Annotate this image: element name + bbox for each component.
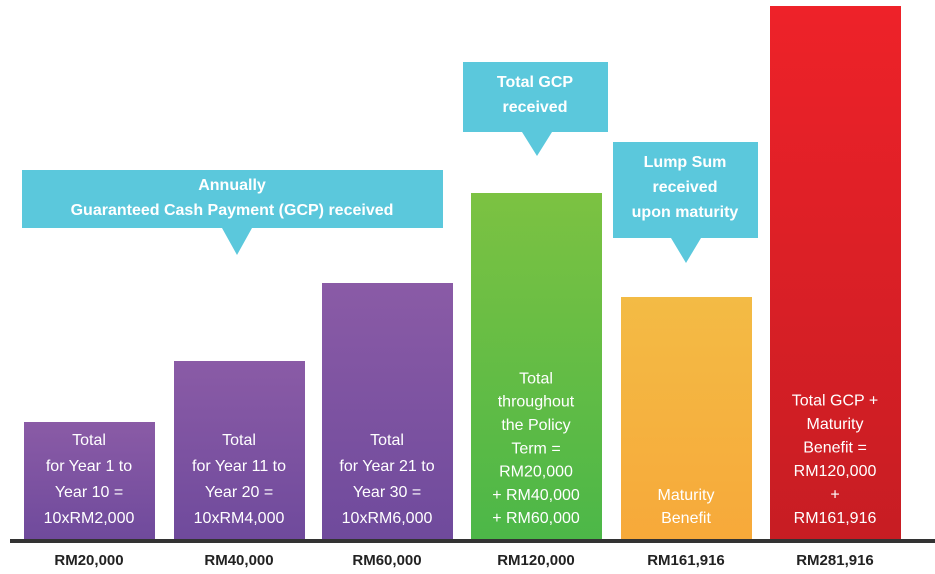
amount-label: RM120,000 — [497, 552, 575, 569]
bar-text: RM161,916 — [794, 510, 877, 527]
bar-text: Benefit — [661, 510, 711, 527]
bar-text: Maturity — [658, 487, 715, 504]
bar-text: Total — [222, 432, 256, 449]
baseline — [10, 539, 935, 543]
bar-text: RM20,000 — [499, 464, 573, 481]
bar-text: Total — [519, 370, 553, 387]
bar-text: Term = — [511, 440, 560, 457]
callout-bubble — [463, 62, 608, 156]
bar-text: Year 30 = — [353, 484, 421, 501]
callout-bubble — [613, 142, 758, 263]
bar-text: 10xRM2,000 — [44, 510, 135, 527]
bar-text: throughout — [498, 394, 575, 411]
callout-text: Lump Sum — [644, 154, 727, 171]
callout-bubble — [22, 170, 443, 255]
bar-text: + RM60,000 — [492, 510, 580, 527]
amount-label: RM60,000 — [352, 552, 421, 569]
bar — [621, 297, 752, 541]
bar-text: the Policy — [501, 417, 570, 434]
bar-text: Maturity — [807, 416, 864, 433]
bar-text: Total — [72, 432, 106, 449]
bar-text: RM120,000 — [794, 463, 877, 480]
bar-text: for Year 1 to — [46, 458, 132, 475]
callout-text: received — [653, 179, 718, 196]
bar-text: Total GCP + — [792, 393, 878, 410]
bar-text: Year 20 = — [205, 484, 273, 501]
bar-text: Benefit = — [803, 440, 867, 457]
bar — [174, 361, 305, 541]
amount-label: RM161,916 — [647, 552, 725, 569]
bar-text: + — [830, 487, 839, 504]
bar — [471, 193, 602, 541]
bar-text: + RM40,000 — [492, 487, 580, 504]
bar-text: for Year 11 to — [192, 458, 286, 475]
callout-text: Total GCP — [497, 74, 573, 91]
callout-text: Annually — [198, 177, 266, 194]
callout-text: upon maturity — [632, 204, 739, 221]
bar — [322, 283, 453, 541]
bar-text: 10xRM6,000 — [342, 510, 433, 527]
amount-label: RM20,000 — [54, 552, 123, 569]
callout-text: received — [503, 99, 568, 116]
callout-text: Guaranteed Cash Payment (GCP) received — [71, 202, 394, 219]
bar-text: 10xRM4,000 — [194, 510, 285, 527]
bar — [24, 422, 155, 541]
bar-text: for Year 21 to — [339, 458, 434, 475]
bar-text: Total — [370, 432, 404, 449]
bar-text: Year 10 = — [55, 484, 123, 501]
bar — [770, 6, 901, 541]
amount-label: RM40,000 — [204, 552, 273, 569]
amount-label: RM281,916 — [796, 552, 874, 569]
